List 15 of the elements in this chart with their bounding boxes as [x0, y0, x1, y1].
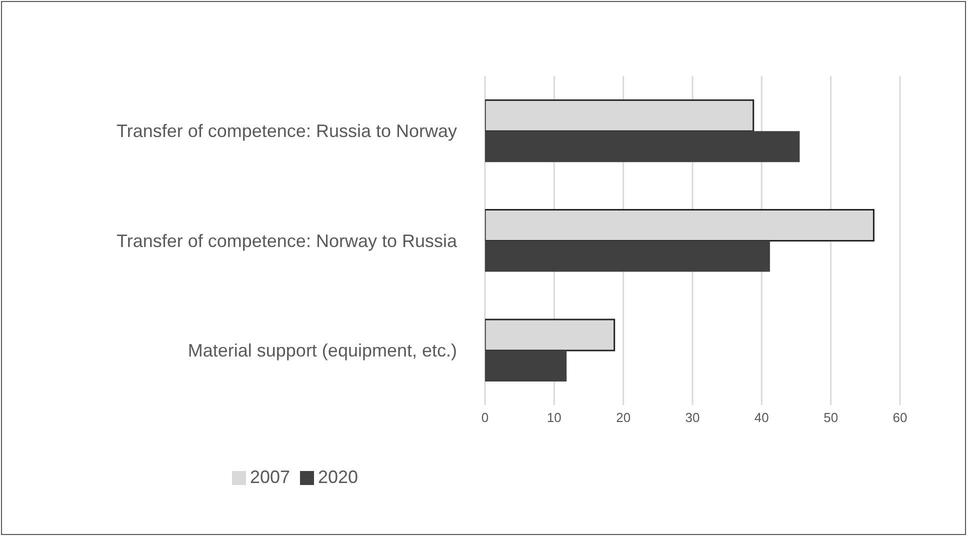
x-tick-label: 10	[546, 410, 562, 426]
y-tick-label: Transfer of competence: Russia to Norway	[116, 121, 457, 142]
bar	[485, 240, 770, 272]
y-tick-label: Material support (equipment, etc.)	[188, 340, 457, 361]
x-tick-label: 40	[754, 410, 769, 426]
legend-label: 2020	[318, 467, 358, 487]
bar	[485, 350, 567, 382]
x-tick-label: 0	[481, 410, 489, 426]
legend-label: 2007	[250, 467, 290, 487]
x-tick-label: 50	[824, 410, 838, 426]
bar	[485, 131, 800, 162]
x-tick-label: 20	[616, 410, 631, 426]
x-tick-label: 60	[892, 410, 908, 426]
y-tick-label: Transfer of competence: Norway to Russia	[116, 230, 458, 251]
x-tick-label: 30	[685, 410, 700, 426]
